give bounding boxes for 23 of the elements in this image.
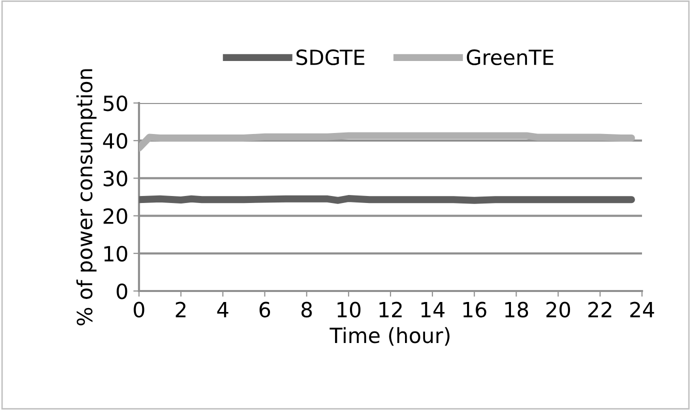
x-tick-label: 6 [260, 302, 270, 318]
x-tick-label: 18 [505, 302, 528, 318]
x-tick-label: 16 [463, 302, 486, 318]
x-tick-label: 10 [338, 302, 360, 318]
x-tick-label: 0 [134, 302, 144, 318]
x-tick-label: 12 [380, 302, 402, 318]
x-tick-label: 4 [217, 302, 228, 318]
y-tick-label: 20 [104, 208, 128, 224]
x-axis-title: Time (hour) [330, 327, 450, 346]
y-tick-label: 10 [104, 246, 128, 262]
x-tick-label: 8 [301, 302, 312, 318]
x-tick-label: 14 [421, 302, 445, 318]
x-tick-label: 20 [546, 302, 570, 318]
y-tick-label: 40 [103, 133, 128, 149]
y-tick-label: 30 [104, 170, 128, 186]
y-axis-title: % of power consumption [76, 69, 97, 326]
x-tick-label: 22 [588, 302, 612, 318]
legend-label: SDGTE [296, 49, 364, 66]
y-tick-label: 50 [104, 95, 128, 112]
x-tick-label: 24 [630, 302, 654, 318]
legend-label: GreenTE [466, 49, 554, 66]
y-tick-label: 0 [116, 283, 128, 300]
x-tick-label: 2 [176, 302, 186, 318]
